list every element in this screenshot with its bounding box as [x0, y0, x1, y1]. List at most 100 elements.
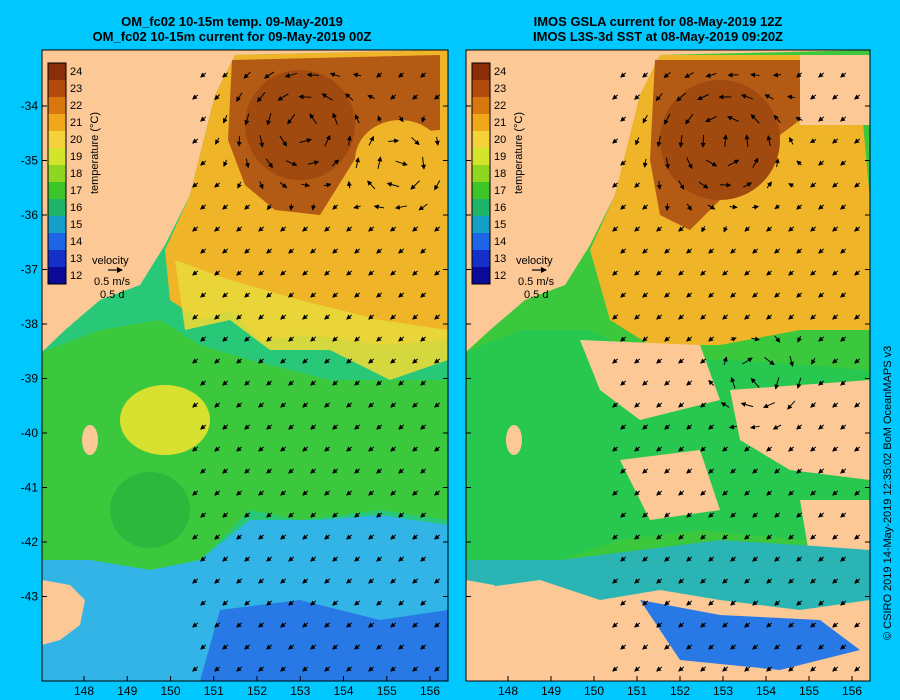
current-arrow — [766, 666, 773, 672]
current-arrow — [620, 512, 627, 518]
current-arrow — [840, 644, 847, 650]
current-arrow — [266, 113, 272, 126]
current-arrow — [236, 314, 243, 320]
current-arrow — [854, 622, 861, 628]
current-arrow — [376, 468, 383, 474]
current-arrow — [346, 358, 353, 364]
current-arrow — [398, 468, 405, 474]
current-arrow — [302, 270, 309, 276]
current-arrow — [310, 248, 317, 254]
current-arrow — [789, 136, 794, 145]
current-arrow — [420, 512, 427, 518]
current-arrow — [258, 314, 265, 320]
current-arrow — [266, 292, 273, 298]
current-arrow — [810, 270, 817, 276]
current-arrow — [390, 666, 397, 672]
current-arrow — [346, 446, 353, 452]
right-colorbar-swatch — [472, 199, 490, 216]
right-colorbar-tick-label: 21 — [494, 117, 506, 129]
current-arrow — [832, 182, 839, 188]
current-arrow — [789, 355, 794, 367]
current-arrow — [766, 135, 772, 147]
current-arrow — [708, 468, 715, 474]
current-arrow — [678, 578, 685, 584]
current-arrow — [368, 270, 375, 276]
current-arrow — [678, 666, 685, 672]
current-arrow — [750, 377, 760, 388]
current-arrow — [244, 556, 251, 562]
current-arrow — [818, 424, 825, 430]
left-x-tick-label: 154 — [333, 684, 353, 698]
left-x-tick-label: 151 — [204, 684, 224, 698]
current-arrow — [280, 578, 287, 584]
right-colorbar-swatch — [472, 97, 490, 114]
current-arrow — [368, 490, 375, 496]
current-arrow — [634, 226, 641, 232]
right-panel-title: IMOS GSLA current for 08-May-2019 12Z IM… — [458, 14, 858, 44]
current-arrow — [390, 358, 397, 364]
current-arrow — [280, 270, 287, 276]
current-arrow — [266, 204, 272, 211]
current-arrow — [434, 180, 441, 191]
current-arrow — [324, 358, 331, 364]
current-arrow — [192, 490, 199, 496]
current-arrow — [434, 314, 441, 320]
current-arrow — [331, 159, 340, 167]
current-arrow — [200, 424, 207, 430]
current-arrow — [200, 644, 207, 650]
current-arrow — [730, 248, 737, 254]
current-arrow — [664, 600, 671, 606]
left-tasmania-coast — [42, 580, 85, 645]
right-deep-cool — [640, 600, 860, 670]
current-arrow — [766, 314, 773, 320]
current-arrow — [200, 248, 207, 254]
left-colorbar-tick-label: 15 — [70, 219, 82, 231]
current-arrow — [376, 248, 383, 254]
current-arrow — [612, 226, 619, 232]
current-arrow — [301, 182, 311, 188]
current-arrow — [390, 622, 397, 628]
left-colorbar-swatch — [48, 182, 66, 199]
current-arrow — [634, 578, 641, 584]
current-arrow — [214, 402, 221, 408]
current-arrow — [434, 622, 441, 628]
current-arrow — [244, 424, 251, 430]
current-arrow — [700, 446, 707, 452]
current-arrow — [298, 94, 312, 100]
current-arrow — [192, 446, 199, 452]
current-arrow — [214, 578, 221, 584]
current-arrow — [353, 204, 361, 210]
current-arrow — [390, 314, 397, 320]
current-arrow — [420, 644, 427, 650]
current-arrow — [420, 600, 427, 606]
left-y-tick-label: -40 — [21, 426, 39, 440]
current-arrow — [258, 622, 265, 628]
current-arrow — [332, 468, 339, 474]
current-arrow — [700, 134, 706, 148]
current-arrow — [656, 314, 663, 320]
current-arrow — [744, 226, 750, 232]
left-y-tick-label: -39 — [21, 372, 39, 386]
current-arrow — [355, 157, 360, 169]
current-arrow — [222, 556, 229, 562]
current-arrow — [656, 622, 663, 628]
current-arrow — [840, 556, 847, 562]
current-arrow — [752, 292, 759, 298]
current-arrow — [774, 377, 780, 390]
current-arrow — [788, 578, 795, 584]
current-arrow — [412, 578, 419, 584]
right-colorbar-swatch — [472, 80, 490, 97]
current-arrow — [664, 644, 671, 650]
right-x-tick-label: 154 — [756, 684, 776, 698]
current-arrow — [620, 644, 627, 650]
current-arrow — [678, 358, 685, 364]
current-arrow — [434, 136, 440, 146]
current-arrow — [258, 578, 265, 584]
current-arrow — [434, 402, 441, 408]
current-arrow — [705, 72, 717, 78]
current-arrow — [730, 644, 737, 650]
right-colorbar-frame — [471, 62, 491, 285]
current-arrow — [200, 380, 207, 386]
current-arrow — [310, 556, 317, 562]
current-arrow — [376, 72, 383, 78]
